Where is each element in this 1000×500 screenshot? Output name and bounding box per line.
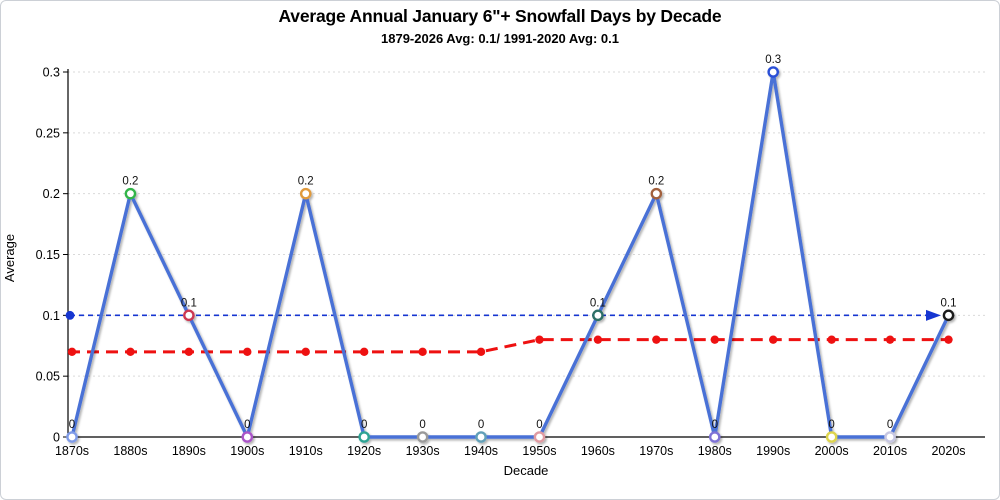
running-average-dot-2020s (944, 335, 953, 344)
running-average-dot-1890s (184, 347, 194, 357)
y-tick-label-0.3: 0.3 (43, 66, 60, 80)
point-label-2010s: 0 (887, 419, 893, 431)
y-tick-label-0.2: 0.2 (43, 187, 60, 201)
x-tick-label-1960s: 1960s (581, 444, 615, 458)
marker-1900s (241, 431, 254, 443)
point-label-1900s: 0 (244, 419, 250, 431)
running-average-dot-1960s (593, 335, 603, 344)
y-tick-label-0.15: 0.15 (36, 248, 60, 262)
marker-1930s (416, 431, 429, 443)
x-tick-label-2010s: 2010s (873, 444, 907, 458)
plot-area: 0 0.05 0.1 0.15 0.2 0.25 0.3 1870s 1880s 1890s 190… (36, 54, 985, 458)
y-tick-label-0.25: 0.25 (36, 126, 60, 140)
marker-1910s (299, 187, 312, 200)
point-label-1880s: 0.2 (122, 176, 138, 188)
running-average-line (68, 338, 949, 354)
running-average-dot-1930s (418, 347, 427, 357)
point-label-1910s: 0.2 (298, 176, 314, 188)
point-label-1890s: 0.1 (181, 297, 197, 309)
running-average-dot-1940s (476, 347, 486, 357)
point-label-1960s: 0.1 (590, 297, 606, 309)
point-label-1920s: 0 (361, 419, 367, 431)
running-average-dot-1880s (126, 347, 135, 357)
reference-line-start-dot (65, 310, 75, 320)
main-series-line (70, 70, 951, 439)
marker-1920s (358, 431, 370, 443)
running-average-dot-1950s (535, 335, 544, 344)
point-label-1930s: 0 (419, 419, 425, 431)
x-tick-label-2020s: 2020s (931, 444, 965, 458)
running-average-dot-2010s (885, 335, 895, 344)
point-label-2000s: 0 (828, 419, 834, 431)
main-series-group (66, 66, 955, 443)
x-tick-label-1950s: 1950s (522, 444, 556, 458)
running-average-dot-1920s (359, 347, 369, 357)
chart-subtitle: 1879-2026 Avg: 0.1/ 1991-2020 Avg: 0.1 (381, 31, 619, 46)
marker-1980s (708, 431, 721, 443)
marker-1870s (66, 431, 78, 443)
x-tick-label-1940s: 1940s (464, 444, 498, 458)
x-tick-label-2000s: 2000s (815, 444, 849, 458)
marker-1990s (767, 66, 780, 78)
running-average-dot-1910s (301, 347, 310, 357)
chart-header: Average Annual January 6"+ Snowfall Days… (0, 6, 1000, 46)
running-average-dot-1900s (243, 347, 252, 357)
reference-arrowhead-icon (926, 309, 941, 321)
chart-title: Average Annual January 6"+ Snowfall Days… (278, 6, 722, 26)
marker-1960s (592, 309, 604, 322)
x-tick-label-1880s: 1880s (113, 444, 147, 458)
point-label-2020s: 0.1 (941, 297, 957, 309)
marker-2020s (942, 309, 955, 322)
point-label-1940s: 0 (478, 419, 484, 431)
x-tick-label-1920s: 1920s (347, 444, 381, 458)
point-label-1990s: 0.3 (765, 54, 781, 66)
x-tick-label-1970s: 1970s (639, 444, 673, 458)
x-tick-label-1870s: 1870s (55, 444, 89, 458)
marker-1880s (124, 187, 137, 200)
x-tick-label-1900s: 1900s (230, 444, 264, 458)
x-axis-title: Decade (504, 463, 549, 478)
y-tick-label-0.1: 0.1 (43, 309, 60, 323)
running-average-dot-1990s (769, 335, 778, 344)
point-label-1950s: 0 (536, 419, 542, 431)
point-label-1980s: 0 (712, 419, 718, 431)
marker-1940s (475, 431, 487, 443)
y-axis-title: Average (2, 234, 17, 282)
running-average-dot-2000s (827, 335, 836, 344)
x-tick-label-1930s: 1930s (406, 444, 440, 458)
marker-1950s (533, 431, 546, 443)
marker-1970s (650, 187, 663, 200)
y-tick-label-0.05: 0.05 (36, 370, 60, 384)
marker-2010s (884, 431, 896, 443)
x-tick-label-1990s: 1990s (756, 444, 790, 458)
x-tick-label-1980s: 1980s (698, 444, 732, 458)
x-tick-label-1890s: 1890s (172, 444, 206, 458)
running-average-dot-1870s (67, 347, 77, 357)
point-label-1970s: 0.2 (648, 176, 664, 188)
point-label-1870s: 0 (69, 419, 75, 431)
running-average-dot-1980s (710, 335, 719, 344)
marker-1890s (183, 309, 195, 322)
running-average-dot-1970s (652, 335, 661, 344)
marker-2000s (825, 431, 838, 443)
y-tick-label-0: 0 (53, 431, 60, 445)
x-tick-label-1910s: 1910s (289, 444, 323, 458)
